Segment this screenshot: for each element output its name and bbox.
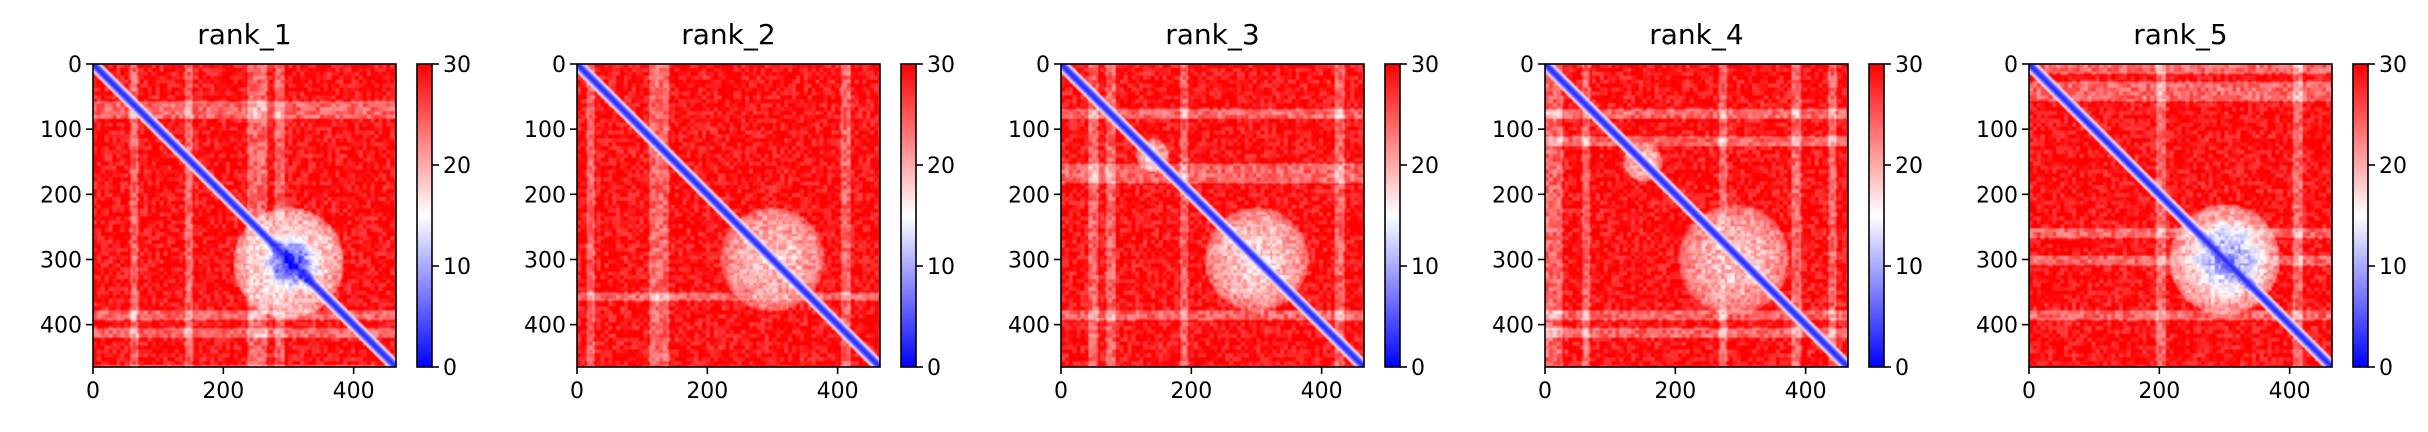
heatmap-frame xyxy=(1060,63,1365,368)
y-tick-label: 200 xyxy=(1492,183,1534,208)
colorbar xyxy=(417,64,432,367)
x-tick-label: 200 xyxy=(1654,379,1696,404)
colorbar-frame xyxy=(2352,63,2369,368)
y-tick-label: 300 xyxy=(40,248,82,273)
heatmap-cells xyxy=(1061,64,1364,367)
y-tick-label: 300 xyxy=(1976,248,2018,273)
panel-title: rank_2 xyxy=(681,18,775,51)
x-tick-label: 400 xyxy=(817,379,859,404)
colorbar-tick-label: 0 xyxy=(1411,356,1425,381)
y-tick-label: 0 xyxy=(1036,53,1050,78)
heatmap-frame xyxy=(1544,63,1849,368)
colorbar xyxy=(1869,64,1884,367)
x-tick-label: 200 xyxy=(686,379,728,404)
panel-title: rank_1 xyxy=(197,18,291,51)
colorbar-tick-label: 0 xyxy=(2379,356,2393,381)
y-tick-label: 400 xyxy=(40,314,82,339)
colorbar-tick-label: 20 xyxy=(927,154,955,179)
heatmap-cells xyxy=(577,64,880,367)
colorbar-tick-label: 20 xyxy=(2379,154,2407,179)
colorbar-tick-label: 30 xyxy=(2379,53,2407,78)
colorbar-tick-label: 30 xyxy=(1895,53,1923,78)
colorbar-tick-label: 0 xyxy=(927,356,941,381)
x-tick-label: 0 xyxy=(1538,379,1552,404)
colorbar-frame xyxy=(416,63,433,368)
y-tick-label: 0 xyxy=(68,53,82,78)
panel-rank_2: rank_2 0 200 400 0 100 200 300 400 0 10 20 30 xyxy=(524,18,955,404)
heatmap-cells xyxy=(2029,64,2332,367)
panel-rank_5: rank_5 0 200 400 0 100 200 300 400 0 10 20 30 xyxy=(1976,18,2407,404)
y-tick-label: 100 xyxy=(524,118,566,143)
colorbar-frame xyxy=(900,63,917,368)
y-tick-label: 300 xyxy=(1008,248,1050,273)
x-tick-label: 400 xyxy=(1785,379,1827,404)
colorbar-frame xyxy=(1868,63,1885,368)
y-tick-label: 100 xyxy=(1492,118,1534,143)
panel-title: rank_5 xyxy=(2133,18,2227,51)
heatmap-frame xyxy=(2028,63,2333,368)
colorbar-tick-label: 30 xyxy=(1411,53,1439,78)
heatmap-cells xyxy=(93,64,396,367)
y-tick-label: 300 xyxy=(1492,248,1534,273)
heatmap-cells xyxy=(1545,64,1848,367)
colorbar-tick-label: 10 xyxy=(443,255,471,280)
panel-rank_4: rank_4 0 200 400 0 100 200 300 400 0 10 20 30 xyxy=(1492,18,1923,404)
x-tick-label: 200 xyxy=(1170,379,1212,404)
x-tick-label: 200 xyxy=(202,379,244,404)
colorbar xyxy=(1385,64,1400,367)
x-tick-label: 0 xyxy=(2022,379,2036,404)
y-tick-label: 100 xyxy=(40,118,82,143)
y-tick-label: 200 xyxy=(1976,183,2018,208)
colorbar-tick-label: 0 xyxy=(443,356,457,381)
x-tick-label: 0 xyxy=(86,379,100,404)
y-tick-label: 0 xyxy=(2004,53,2018,78)
colorbar-tick-label: 10 xyxy=(927,255,955,280)
y-tick-label: 400 xyxy=(524,314,566,339)
y-tick-label: 200 xyxy=(524,183,566,208)
y-tick-label: 200 xyxy=(40,183,82,208)
x-tick-label: 0 xyxy=(1054,379,1068,404)
colorbar xyxy=(2353,64,2368,367)
x-tick-label: 400 xyxy=(2269,379,2311,404)
colorbar-frame xyxy=(1384,63,1401,368)
colorbar-tick-label: 10 xyxy=(2379,255,2407,280)
x-tick-label: 400 xyxy=(1301,379,1343,404)
heatmap-frame xyxy=(576,63,881,368)
colorbar-tick-label: 0 xyxy=(1895,356,1909,381)
x-tick-label: 200 xyxy=(2138,379,2180,404)
heatmap-frame xyxy=(92,63,397,368)
x-tick-label: 400 xyxy=(333,379,375,404)
y-tick-label: 200 xyxy=(1008,183,1050,208)
y-tick-label: 300 xyxy=(524,248,566,273)
colorbar-tick-label: 20 xyxy=(443,154,471,179)
y-tick-label: 100 xyxy=(1008,118,1050,143)
y-tick-label: 400 xyxy=(1008,314,1050,339)
colorbar-tick-label: 10 xyxy=(1895,255,1923,280)
y-tick-label: 400 xyxy=(1976,314,2018,339)
colorbar-tick-label: 30 xyxy=(443,53,471,78)
colorbar-tick-label: 10 xyxy=(1411,255,1439,280)
panel-rank_3: rank_3 0 200 400 0 100 200 300 400 0 10 20 30 xyxy=(1008,18,1439,404)
colorbar xyxy=(901,64,916,367)
x-tick-label: 0 xyxy=(570,379,584,404)
colorbar-tick-label: 20 xyxy=(1895,154,1923,179)
colorbar-tick-label: 20 xyxy=(1411,154,1439,179)
panels: rank_10 200 40001002003004000102030rank_20… xyxy=(40,18,2407,404)
y-tick-label: 400 xyxy=(1492,314,1534,339)
y-tick-label: 0 xyxy=(552,53,566,78)
panel-title: rank_4 xyxy=(1649,18,1743,51)
y-tick-label: 0 xyxy=(1520,53,1534,78)
panel-title: rank_3 xyxy=(1165,18,1259,51)
panel-rank_1: rank_1 0 200 400 0 100 200 300 400 0 10 20 30 xyxy=(40,18,471,404)
y-tick-label: 100 xyxy=(1976,118,2018,143)
colorbar-tick-label: 30 xyxy=(927,53,955,78)
